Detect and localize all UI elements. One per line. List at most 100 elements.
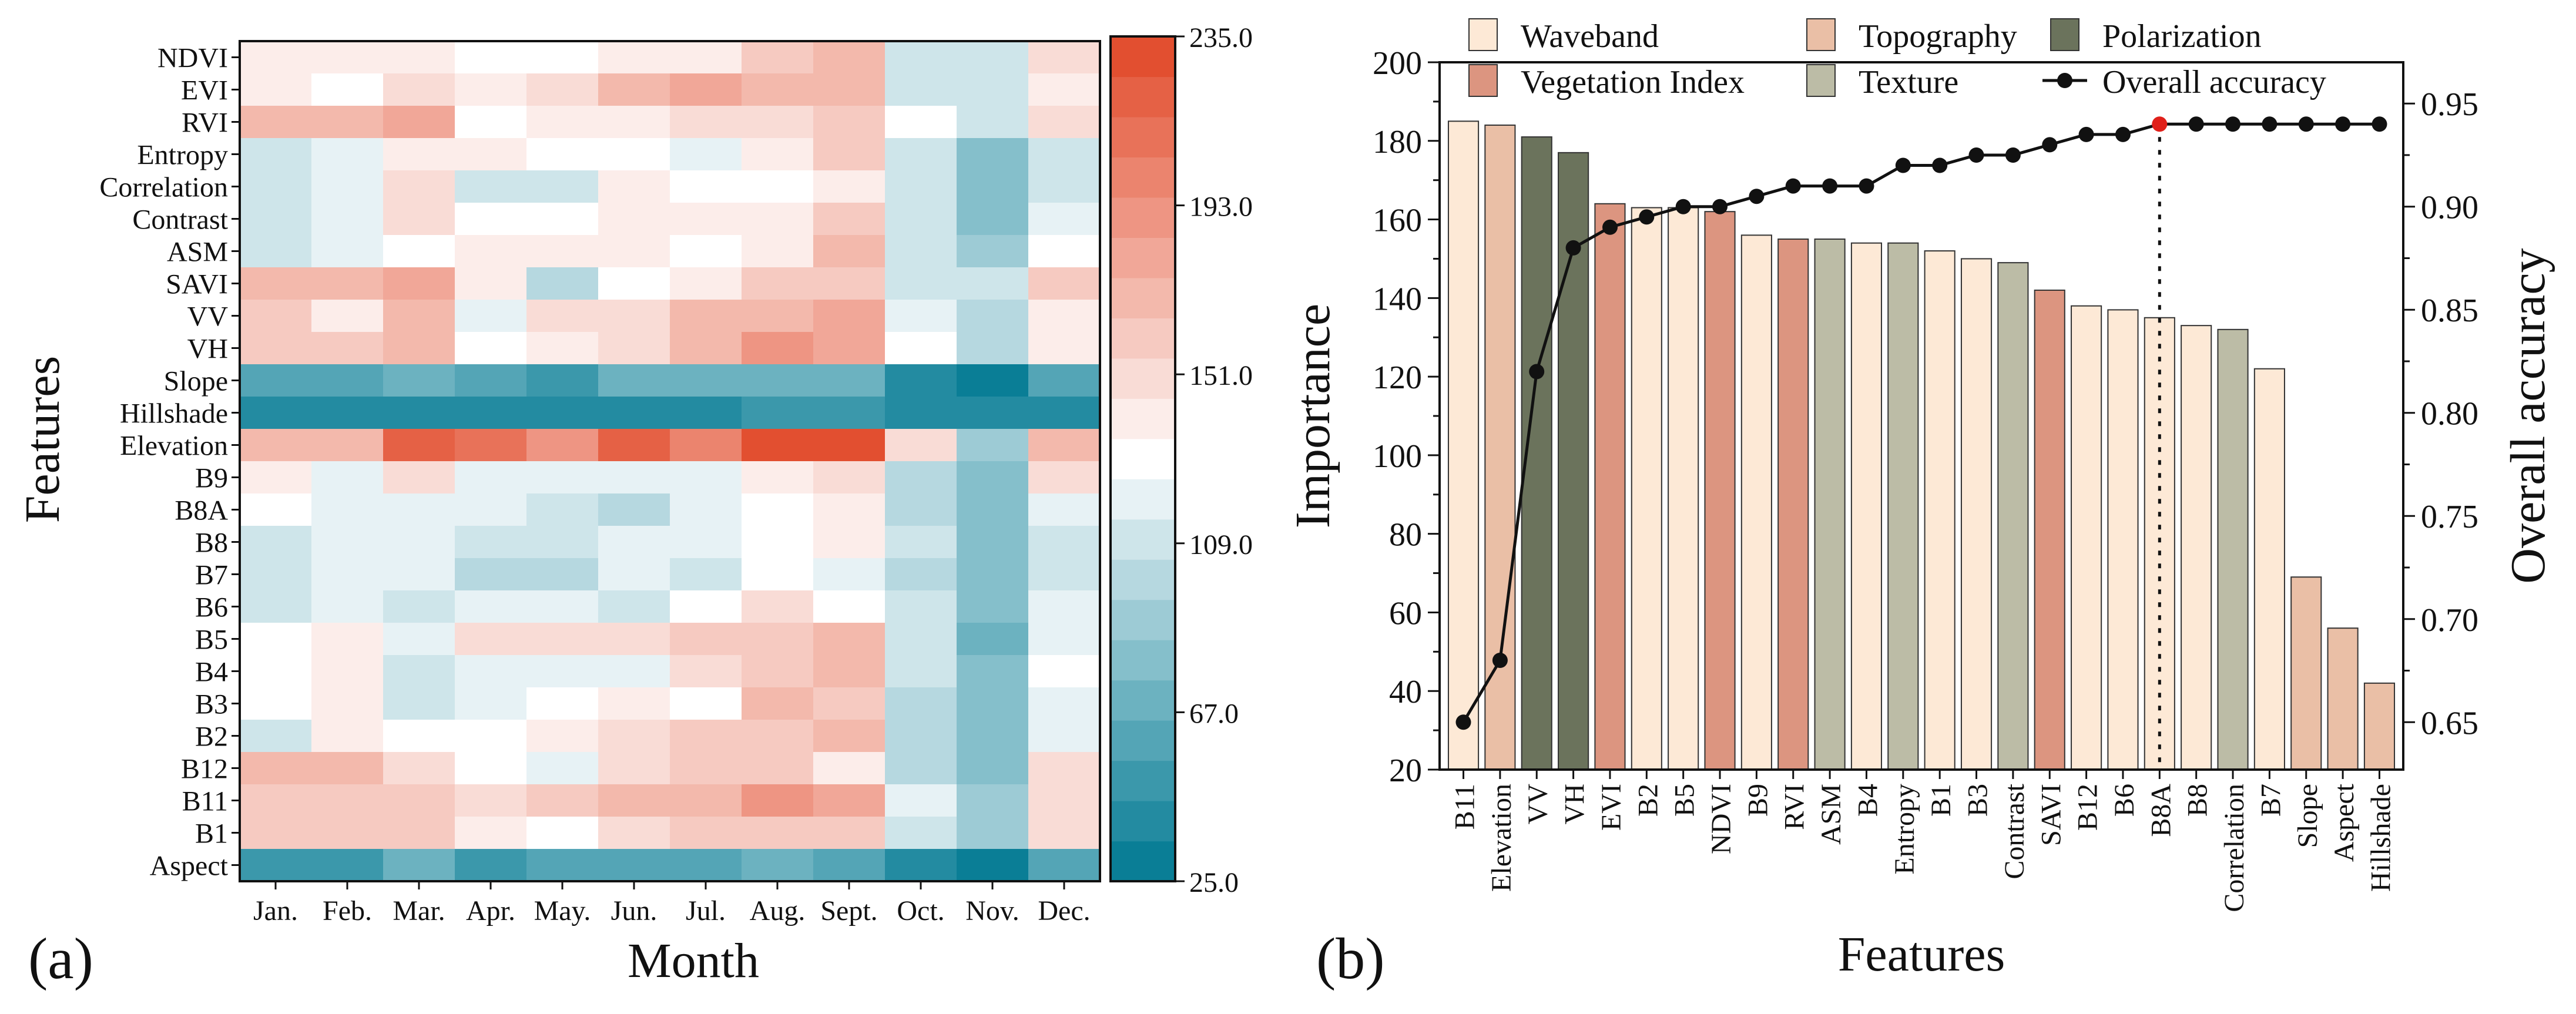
heatmap-cell-asm-aug xyxy=(742,235,814,268)
heatmap-cell-b2-dec xyxy=(1028,720,1101,753)
heatmap-cell-b8a-jun xyxy=(598,493,670,526)
heatmap-cell-b1-oct xyxy=(885,817,957,850)
heatmap-cell-entropy-aug xyxy=(742,138,814,171)
heatmap-cell-evi-nov xyxy=(957,73,1029,106)
heatmap-cell-entropy-feb xyxy=(311,138,384,171)
heatmap-cell-b1-apr xyxy=(455,817,527,850)
heatmap-cell-vv-may xyxy=(526,300,599,333)
heatmap-cell-b1-may xyxy=(526,817,599,850)
heatmap-cell-b6-feb xyxy=(311,590,384,623)
heatmap-cell-b3-dec xyxy=(1028,687,1101,720)
heatmap-cell-b12-feb xyxy=(311,752,384,785)
heatmap-cell-b2-jun xyxy=(598,720,670,753)
heatmap-cell-b8-dec xyxy=(1028,526,1101,559)
importance-x-tick-label: Entropy xyxy=(1889,784,1920,875)
heatmap-cell-b12-sept xyxy=(813,752,886,785)
heatmap-cell-b8-jun xyxy=(598,526,670,559)
heatmap-cell-slope-jan xyxy=(240,364,312,397)
heatmap-cell-contrast-dec xyxy=(1028,203,1101,236)
heatmap-cell-rvi-jul xyxy=(670,106,742,139)
heatmap-cell-b6-jun xyxy=(598,590,670,623)
heatmap-cell-savi-jun xyxy=(598,267,670,300)
heatmap-cell-b5-sept xyxy=(813,623,886,656)
heatmap-cell-elevation-oct xyxy=(885,429,957,462)
legend-swatch-topography xyxy=(1806,18,1836,51)
importance-y-tick-label: 40 xyxy=(1389,674,1422,710)
heatmap-cell-b4-mar xyxy=(383,655,455,688)
accuracy-point-hillshade xyxy=(2372,116,2387,132)
heatmap-cell-correlation-aug xyxy=(742,170,814,203)
accuracy-y2-tick-label: 0.65 xyxy=(2421,705,2478,741)
heatmap-cell-hillshade-sept xyxy=(813,397,886,429)
heatmap-cell-slope-may xyxy=(526,364,599,397)
heatmap-cell-savi-sept xyxy=(813,267,886,300)
heatmap-y-tick-label: Hillshade xyxy=(120,398,228,429)
heatmap-cell-b5-may xyxy=(526,623,599,656)
heatmap-cell-ndvi-jan xyxy=(240,41,312,74)
heatmap-y-tick-label: SAVI xyxy=(166,269,228,300)
heatmap-cell-vh-aug xyxy=(742,332,814,365)
heatmap-cell-b2-aug xyxy=(742,720,814,753)
colorbar-segment xyxy=(1111,680,1175,721)
heatmap-y-tick-label: B4 xyxy=(195,657,228,688)
accuracy-point-b9 xyxy=(1749,189,1765,204)
importance-legend: Waveband Topography Polarization Vegetation… xyxy=(1468,18,2326,100)
heatmap-cell-hillshade-apr xyxy=(455,397,527,429)
heatmap-cell-b8a-mar xyxy=(383,493,455,526)
heatmap-cell-ndvi-apr xyxy=(455,41,527,74)
heatmap-cell-slope-sept xyxy=(813,364,886,397)
accuracy-point-b3 xyxy=(1968,147,1984,163)
accuracy-point-b8 xyxy=(2188,116,2204,132)
heatmap-cell-b7-aug xyxy=(742,558,814,591)
heatmap-cell-b1-sept xyxy=(813,817,886,850)
heatmap-cell-evi-jan xyxy=(240,73,312,106)
heatmap-cell-b4-jan xyxy=(240,655,312,688)
heatmap-cell-b5-mar xyxy=(383,623,455,656)
importance-y-axis-title: Importance xyxy=(1286,304,1340,528)
heatmap-cell-b2-nov xyxy=(957,720,1029,753)
heatmap-cell-entropy-apr xyxy=(455,138,527,171)
heatmap-cell-entropy-nov xyxy=(957,138,1029,171)
heatmap-cell-elevation-jan xyxy=(240,429,312,462)
accuracy-point-b4 xyxy=(1859,178,1874,194)
heatmap-cell-vh-dec xyxy=(1028,332,1101,365)
accuracy-point-b1 xyxy=(1932,157,1948,173)
importance-bar-b5 xyxy=(1668,207,1699,770)
heatmap-y-tick-label: B7 xyxy=(195,560,228,591)
legend-label-line: Overall accuracy xyxy=(2102,64,2326,100)
heatmap-cell-vv-sept xyxy=(813,300,886,333)
heatmap-cell-hillshade-mar xyxy=(383,397,455,429)
heatmap-cell-savi-aug xyxy=(742,267,814,300)
heatmap-cell-hillshade-jul xyxy=(670,397,742,429)
heatmap-cell-hillshade-aug xyxy=(742,397,814,429)
heatmap-cell-rvi-feb xyxy=(311,106,384,139)
heatmap-cell-b8-feb xyxy=(311,526,384,559)
heatmap-cell-b2-oct xyxy=(885,720,957,753)
importance-x-tick-label: B4 xyxy=(1853,784,1884,817)
heatmap-y-tick-label: B3 xyxy=(195,689,228,720)
heatmap-cell-aspect-apr xyxy=(455,849,527,882)
accuracy-point-contrast xyxy=(2005,147,2021,163)
accuracy-y2-ticks: 0.65 0.70 0.75 0.80 0.85 0.90 0.95 xyxy=(2403,86,2478,741)
heatmap-cell-hillshade-jan xyxy=(240,397,312,429)
heatmap-cell-b8-oct xyxy=(885,526,957,559)
heatmap-cell-b5-feb xyxy=(311,623,384,656)
heatmap-x-axis-title: Month xyxy=(628,934,759,988)
accuracy-point-savi xyxy=(2042,137,2058,153)
heatmap-cell-b4-may xyxy=(526,655,599,688)
heatmap-cell-ndvi-nov xyxy=(957,41,1029,74)
heatmap-cell-b7-dec xyxy=(1028,558,1101,591)
heatmap-cell-aspect-sept xyxy=(813,849,886,882)
importance-x-tick-label: NDVI xyxy=(1706,784,1737,854)
heatmap-cell-b9-aug xyxy=(742,461,814,494)
heatmap-x-tick-label: Jun. xyxy=(611,895,658,926)
colorbar-segment xyxy=(1111,116,1175,158)
heatmap-cell-b4-dec xyxy=(1028,655,1101,688)
heatmap-cell-b8a-dec xyxy=(1028,493,1101,526)
heatmap-cell-asm-nov xyxy=(957,235,1029,268)
accuracy-point-vv xyxy=(1529,364,1545,380)
importance-bar-contrast xyxy=(1997,262,2029,770)
heatmap-cell-savi-jul xyxy=(670,267,742,300)
heatmap-cell-b12-oct xyxy=(885,752,957,785)
heatmap-x-tick-label: Nov. xyxy=(965,895,1019,926)
